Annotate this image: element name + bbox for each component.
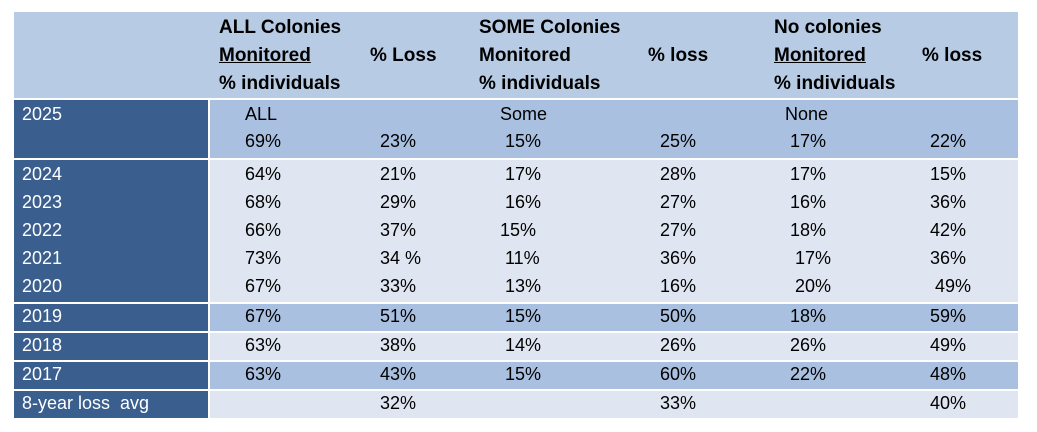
cell-avg-some-loss: 33% bbox=[660, 393, 697, 413]
cell-none-ind: 17% bbox=[795, 248, 832, 268]
header-some-colonies: SOME Colonies Monitored % individuals bbox=[479, 14, 620, 98]
cell-none-loss: 42% bbox=[930, 220, 967, 240]
cell-some-ind: 15% bbox=[505, 364, 542, 384]
cell-some-ind: 14% bbox=[505, 335, 542, 355]
cell-all-ind: 64% bbox=[245, 164, 282, 184]
table-row: 2017 63% 43% 15% 60% 22% 48% bbox=[14, 360, 1018, 389]
cell-all-loss: 21% bbox=[380, 164, 417, 184]
group-label-all: ALL bbox=[245, 104, 278, 124]
header-some-title: SOME Colonies bbox=[479, 17, 621, 38]
header-some-individuals: % individuals bbox=[479, 73, 601, 94]
table-header: ALL Colonies Monitored % individuals % L… bbox=[14, 12, 1018, 98]
cell-none-loss: 48% bbox=[930, 364, 967, 384]
cell-some-loss: 27% bbox=[660, 220, 697, 240]
cell-none-loss: 22% bbox=[930, 131, 967, 151]
cell-all-loss: 37% bbox=[380, 220, 417, 240]
cell-all-ind: 67% bbox=[245, 276, 282, 296]
table-block-2024-2020: 2024 2023 2022 2021 2020 64% 21% 17% 28%… bbox=[14, 158, 1018, 302]
cell-some-loss: 50% bbox=[660, 306, 697, 326]
cell-some-ind: 17% bbox=[505, 164, 542, 184]
cell-some-ind: 16% bbox=[505, 192, 542, 212]
group-label-none: None bbox=[785, 104, 829, 124]
cell-none-loss: 59% bbox=[930, 306, 967, 326]
table-row-2025: 2025 ALL Some None 69% 23% 15% 25% 17% 2… bbox=[14, 98, 1018, 158]
cell-all-ind: 69% bbox=[245, 131, 282, 151]
cell-all-loss: 43% bbox=[380, 364, 417, 384]
cell-none-ind: 16% bbox=[790, 192, 827, 212]
cell-none-loss: 36% bbox=[930, 192, 967, 212]
header-all-loss: % Loss bbox=[370, 45, 437, 66]
cell-none-ind: 26% bbox=[790, 335, 827, 355]
cell-none-loss: 36% bbox=[930, 248, 967, 268]
header-none-individuals: % individuals bbox=[774, 73, 896, 94]
cell-all-loss: 33% bbox=[380, 276, 417, 296]
cell-some-ind: 15% bbox=[500, 220, 537, 240]
header-none-colonies: No colonies Monitored % individuals bbox=[774, 14, 895, 98]
cell-some-loss: 36% bbox=[660, 248, 697, 268]
cell-all-loss: 29% bbox=[380, 192, 417, 212]
cell-none-ind: 22% bbox=[790, 364, 827, 384]
header-none-loss: % loss bbox=[922, 45, 983, 66]
cell-some-loss: 26% bbox=[660, 335, 697, 355]
cell-all-ind: 63% bbox=[245, 335, 282, 355]
cell-some-ind: 15% bbox=[505, 306, 542, 326]
table-row-average: 8-year loss avg 32% 33% 40% bbox=[14, 389, 1018, 418]
header-all-title: ALL Colonies bbox=[219, 17, 342, 38]
table-row: 2019 67% 51% 15% 50% 18% 59% bbox=[14, 302, 1018, 331]
group-label-some: Some bbox=[500, 104, 548, 124]
header-some-monitored: Monitored bbox=[479, 45, 571, 66]
colony-loss-table: ALL Colonies Monitored % individuals % L… bbox=[14, 12, 1018, 418]
cell-none-ind: 18% bbox=[790, 220, 827, 240]
cell-some-ind: 15% bbox=[505, 131, 542, 151]
cell-none-ind: 20% bbox=[795, 276, 832, 296]
cell-none-loss: 15% bbox=[930, 164, 967, 184]
cell-all-ind: 73% bbox=[245, 248, 282, 268]
table-row: 2018 63% 38% 14% 26% 26% 49% bbox=[14, 331, 1018, 360]
row-year: 2025 bbox=[14, 100, 208, 158]
cell-none-loss: 49% bbox=[930, 335, 967, 355]
cell-all-loss: 38% bbox=[380, 335, 417, 355]
row-year: 2024 bbox=[22, 164, 63, 184]
cell-all-ind: 63% bbox=[245, 364, 282, 384]
cell-none-ind: 17% bbox=[790, 164, 827, 184]
cell-some-ind: 13% bbox=[505, 276, 542, 296]
cell-some-loss: 16% bbox=[660, 276, 697, 296]
header-all-monitored: Monitored bbox=[219, 45, 311, 66]
cell-none-loss: 49% bbox=[935, 276, 972, 296]
cell-all-ind: 68% bbox=[245, 192, 282, 212]
row-year: 2022 bbox=[22, 220, 63, 240]
cell-all-ind: 66% bbox=[245, 220, 282, 240]
cell-all-loss: 34 % bbox=[380, 248, 422, 268]
cell-avg-all-loss: 32% bbox=[380, 393, 417, 413]
cell-some-loss: 60% bbox=[660, 364, 697, 384]
cell-some-loss: 25% bbox=[660, 131, 697, 151]
header-none-monitored: Monitored bbox=[774, 45, 866, 66]
cell-some-loss: 27% bbox=[660, 192, 697, 212]
header-all-colonies: ALL Colonies Monitored % individuals bbox=[219, 14, 341, 98]
cell-some-loss: 28% bbox=[660, 164, 697, 184]
cell-none-ind: 18% bbox=[790, 306, 827, 326]
avg-label: 8-year loss avg bbox=[22, 393, 150, 413]
cell-some-ind: 11% bbox=[505, 248, 540, 268]
cell-avg-none-loss: 40% bbox=[930, 393, 967, 413]
row-year: 2019 bbox=[22, 306, 63, 326]
cell-all-loss: 51% bbox=[380, 306, 417, 326]
row-year: 2017 bbox=[22, 364, 63, 384]
cell-all-ind: 67% bbox=[245, 306, 282, 326]
header-some-loss: % loss bbox=[648, 45, 709, 66]
header-none-title: No colonies bbox=[774, 17, 882, 38]
row-year: 2020 bbox=[22, 276, 63, 296]
cell-none-ind: 17% bbox=[790, 131, 827, 151]
cell-all-loss: 23% bbox=[380, 131, 417, 151]
row-year: 2021 bbox=[22, 248, 63, 268]
row-year: 2023 bbox=[22, 192, 63, 212]
header-all-individuals: % individuals bbox=[219, 73, 341, 94]
row-year: 2018 bbox=[22, 335, 63, 355]
